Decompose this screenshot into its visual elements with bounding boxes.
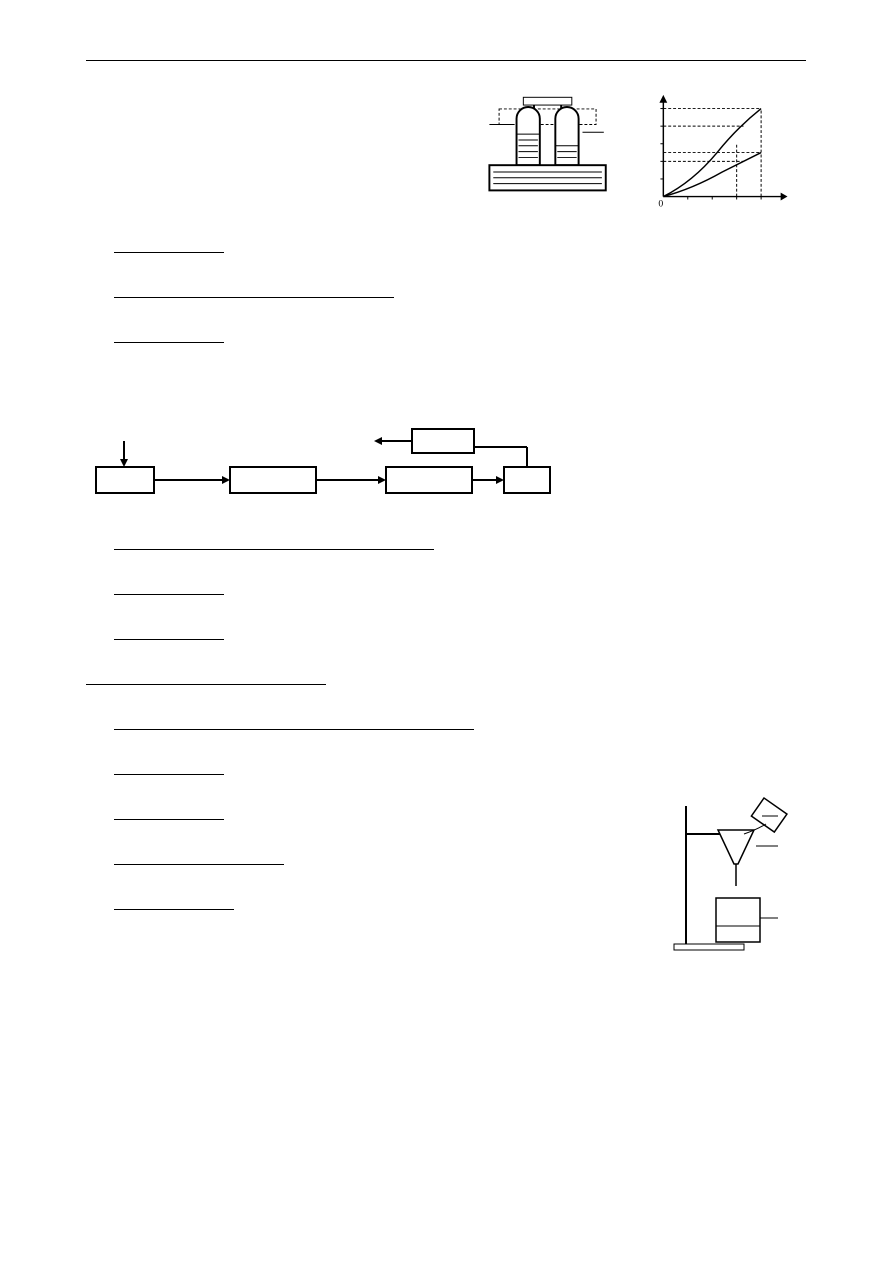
a2-q3-blank2 bbox=[86, 712, 806, 743]
a2-q1a bbox=[86, 532, 806, 563]
a2-q1b bbox=[86, 577, 806, 608]
figure-3 bbox=[666, 786, 806, 956]
a2-q2 bbox=[86, 622, 806, 653]
q1-4a bbox=[86, 325, 806, 356]
a2-q3-blank1 bbox=[86, 667, 806, 698]
top-rule bbox=[86, 60, 806, 61]
svg-text:0: 0 bbox=[658, 198, 663, 209]
a3-s1 bbox=[86, 756, 806, 787]
wrap-tails bbox=[762, 91, 810, 122]
q1-1 bbox=[86, 235, 806, 266]
figure-1 bbox=[470, 89, 630, 221]
flow-diagram bbox=[86, 423, 806, 518]
q1-2 bbox=[86, 280, 806, 311]
